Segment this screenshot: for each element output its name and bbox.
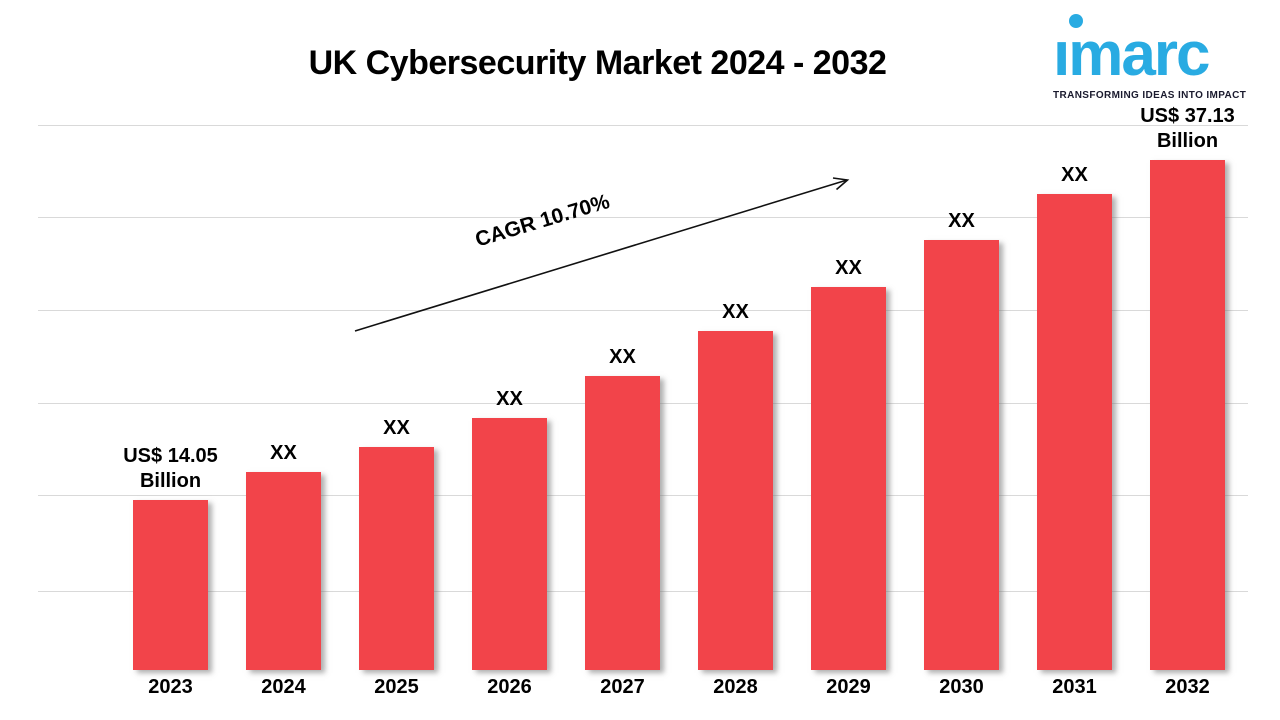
bar-2023 (133, 500, 208, 670)
x-axis-label: 2026 (487, 676, 532, 698)
bar-value-label: US$ 37.13 Billion (1140, 105, 1235, 152)
x-axis-label: 2028 (713, 676, 758, 698)
bar-2029 (811, 287, 886, 670)
x-axis-label: 2030 (939, 676, 984, 698)
bar-2025 (359, 447, 434, 670)
bar-column: US$ 14.05 Billion 2023 (114, 444, 227, 705)
x-axis-label: 2027 (600, 676, 645, 698)
bar-column: XX 2026 (453, 387, 566, 705)
bar-2030 (924, 240, 999, 670)
bar-value-label: XX (1061, 163, 1088, 186)
bar-2027 (585, 376, 660, 670)
x-axis-label: 2025 (374, 676, 419, 698)
bar-value-label: XX (609, 345, 636, 368)
imarc-logo: ımarc TRANSFORMING IDEAS INTO IMPACT (1053, 8, 1247, 102)
gridline (38, 125, 1248, 126)
bar-column: XX 2024 (227, 441, 340, 705)
bar-2028 (698, 331, 773, 670)
bar-2031 (1037, 194, 1112, 670)
bar-column: XX 2028 (679, 300, 792, 705)
bar-column: XX 2031 (1018, 163, 1131, 705)
bar-value-label: XX (496, 387, 523, 410)
logo-tagline: TRANSFORMING IDEAS INTO IMPACT (1053, 90, 1247, 102)
x-axis-label: 2032 (1165, 676, 1210, 698)
bar-column: XX 2027 (566, 345, 679, 705)
x-axis-label: 2029 (826, 676, 871, 698)
bar-value-label: XX (722, 300, 749, 323)
bar-column: XX 2030 (905, 209, 1018, 705)
chart-title: UK Cybersecurity Market 2024 - 2032 (308, 44, 887, 82)
bar-2026 (472, 418, 547, 670)
x-axis-label: 2024 (261, 676, 306, 698)
logo-wordmark: ımarc (1053, 20, 1210, 89)
logo-i-dot-icon (1069, 14, 1083, 28)
x-axis-label: 2023 (148, 676, 193, 698)
bar-value-label: XX (270, 441, 297, 464)
bar-value-label: XX (948, 209, 975, 232)
bar-column: XX 2029 (792, 256, 905, 705)
bar-value-label: US$ 14.05 Billion (123, 445, 218, 492)
x-axis-label: 2031 (1052, 676, 1097, 698)
bar-column: XX 2025 (340, 416, 453, 705)
bar-2032 (1150, 160, 1225, 670)
bar-column: US$ 37.13 Billion 2032 (1131, 104, 1244, 705)
bar-value-label: XX (835, 256, 862, 279)
bar-value-label: XX (383, 416, 410, 439)
bar-2024 (246, 472, 321, 670)
